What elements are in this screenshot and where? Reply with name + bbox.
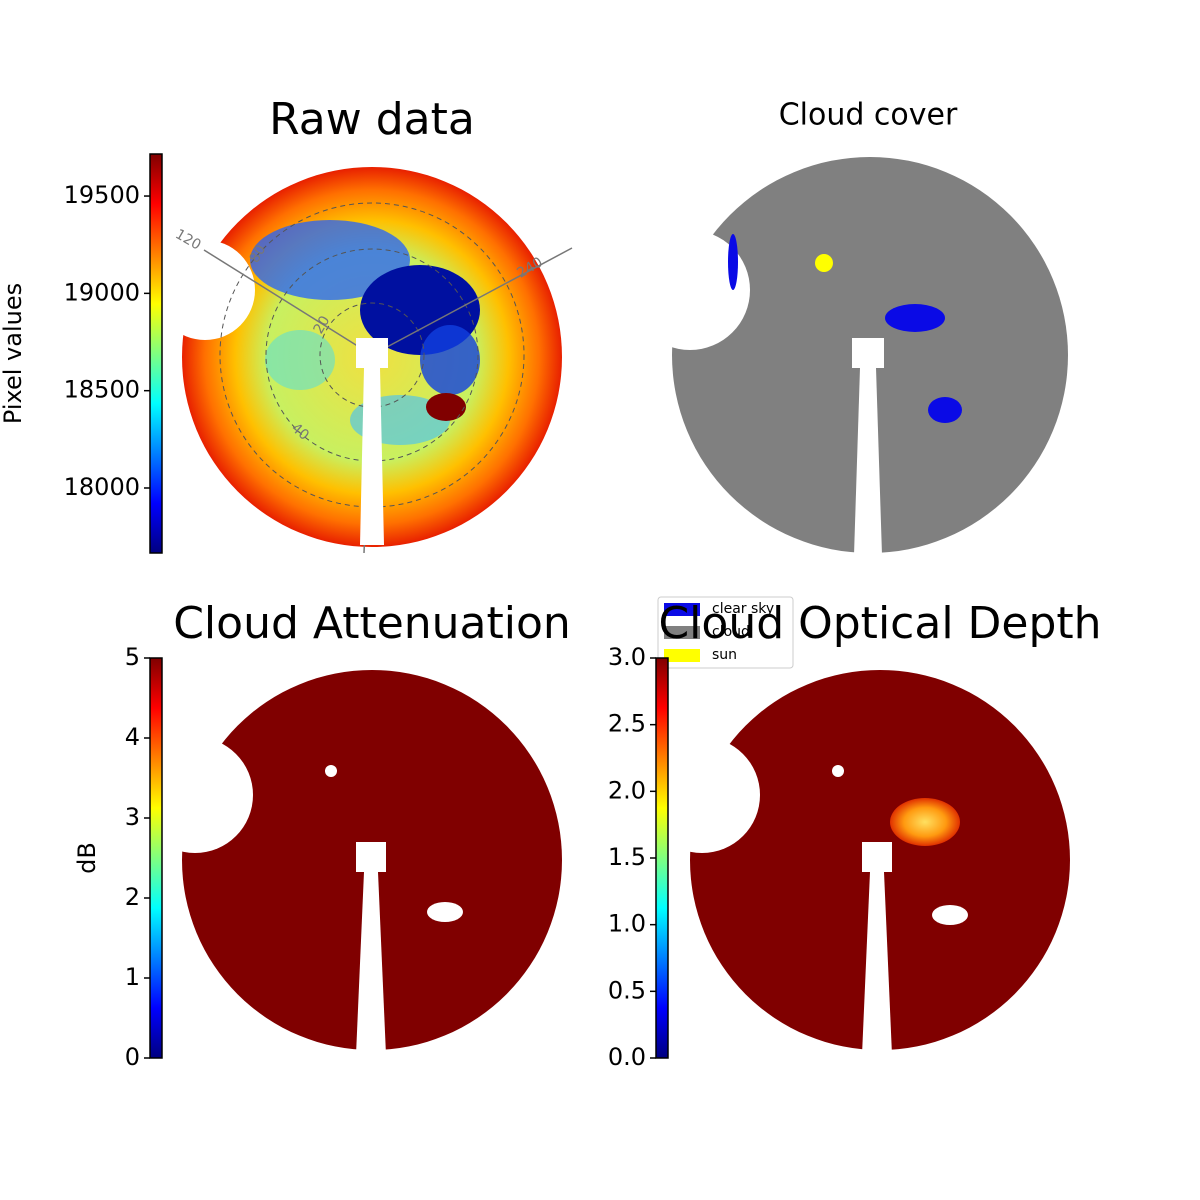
polar-label: 80 <box>247 242 270 265</box>
mask <box>155 240 255 340</box>
cloud-region <box>890 798 960 846</box>
legend-label: clear sky <box>712 601 774 617</box>
panel-title: Cloud cover <box>779 98 958 133</box>
attenuation-image <box>137 670 562 1055</box>
colorbar-tick-label: 18000 <box>64 473 140 501</box>
colorbar-tick-label: 0.0 <box>608 1043 646 1071</box>
legend-label: sun <box>712 647 737 663</box>
colorbar-tick-label: 1.0 <box>608 910 646 938</box>
sun-blob <box>426 393 466 421</box>
mask <box>630 230 750 350</box>
cloud-blob <box>420 325 480 395</box>
colorbar-label: dB <box>73 842 101 874</box>
mask <box>356 338 388 368</box>
cloud-blob <box>250 220 410 300</box>
colorbar-tick-label: 1 <box>125 963 140 991</box>
colorbar <box>149 153 163 554</box>
colorbar-tick-label: 1.5 <box>608 843 646 871</box>
clear-region <box>928 397 962 423</box>
mask <box>852 338 884 368</box>
legend-swatch <box>664 626 700 639</box>
colorbar <box>149 657 163 1059</box>
colorbar <box>655 657 669 1059</box>
colorbar-tick-label: 18500 <box>64 376 140 404</box>
mask <box>932 905 968 925</box>
raw-image: 120 240 80 20 40 <box>155 167 573 554</box>
mask <box>360 368 384 545</box>
colorbar-tick-label: 19000 <box>64 278 140 306</box>
clear-region <box>885 304 945 332</box>
colorbar-tick-label: 0 <box>125 1043 140 1071</box>
polar-spoke <box>371 247 573 356</box>
mask <box>862 842 892 872</box>
legend-label: cloud <box>712 624 750 640</box>
mask <box>427 902 463 922</box>
mask <box>832 765 844 777</box>
mask <box>356 842 386 872</box>
polar-label: 20 <box>311 313 334 336</box>
panel-title: Cloud Optical Depth <box>658 598 1101 649</box>
legend-swatch <box>664 649 700 662</box>
colorbar-tick-label: 2.5 <box>608 710 646 738</box>
colorbar-tick-label: 2.0 <box>608 776 646 804</box>
colorbar-tick-label: 19500 <box>64 181 140 209</box>
panel-title: Cloud Attenuation <box>173 598 571 649</box>
colorbar-tick-label: 0.5 <box>608 976 646 1004</box>
sun <box>815 254 833 272</box>
colorbar-tick-label: 4 <box>125 723 140 751</box>
polar-spoke <box>203 249 373 356</box>
mask <box>325 765 337 777</box>
cloud-cover-image <box>630 157 1068 555</box>
colorbar-label: Pixel values <box>0 283 27 424</box>
legend-swatch <box>664 603 700 616</box>
cloud-blob <box>265 330 335 390</box>
mask <box>854 368 882 555</box>
mask <box>356 872 386 1055</box>
colorbar-tick-label: 3 <box>125 803 140 831</box>
colorbar-tick-label: 5 <box>125 643 140 671</box>
mask <box>862 872 892 1055</box>
colorbar-tick-label: 3.0 <box>608 643 646 671</box>
clear-region <box>728 234 738 290</box>
optical-depth-image <box>644 670 1070 1055</box>
mask <box>137 737 253 853</box>
colorbar-tick-label: 2 <box>125 883 140 911</box>
mask <box>644 737 760 853</box>
panel-title: Raw data <box>269 94 475 145</box>
